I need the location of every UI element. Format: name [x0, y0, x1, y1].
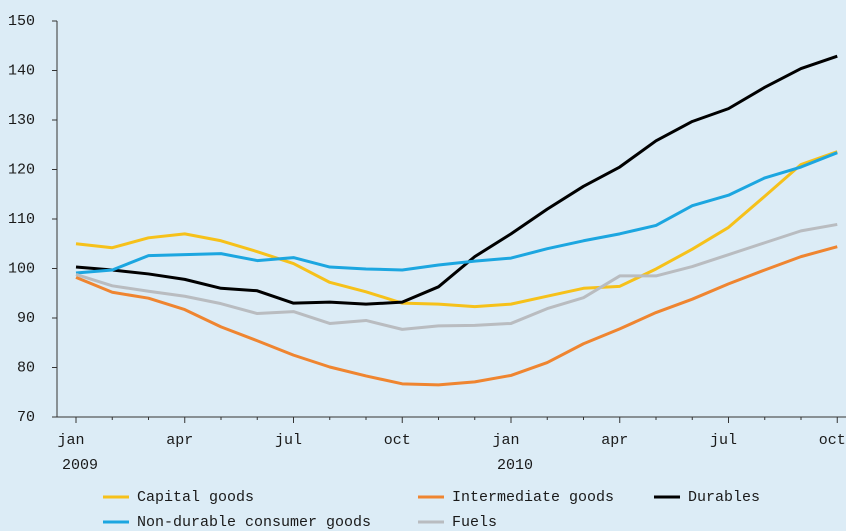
legend-label: Capital goods [137, 489, 254, 506]
y-tick-label: 140 [8, 62, 35, 79]
y-tick-label: 80 [17, 359, 35, 376]
x-tick-label: apr [601, 432, 628, 449]
y-tick-label: 100 [8, 260, 35, 277]
x-tick-label: apr [166, 432, 193, 449]
series-line [75, 222, 838, 331]
series-line [75, 151, 838, 275]
series-line [75, 54, 838, 306]
y-tick-label: 120 [8, 161, 35, 178]
legend-label: Non-durable consumer goods [137, 514, 371, 531]
y-tick-label: 70 [17, 409, 35, 426]
x-tick-label: jul [710, 432, 737, 449]
x-group-label: 2010 [497, 457, 533, 474]
y-tick-label: 90 [17, 310, 35, 327]
x-tick-label: jan [492, 432, 519, 449]
legend-label: Intermediate goods [452, 489, 614, 506]
legend-label: Durables [688, 489, 760, 506]
y-tick-label: 130 [8, 112, 35, 129]
series-line [75, 150, 838, 309]
x-group-label: 2009 [62, 457, 98, 474]
y-tick-label: 110 [8, 211, 35, 228]
x-tick-label: jan [57, 432, 84, 449]
x-tick-label: jul [275, 432, 302, 449]
legend-label: Fuels [452, 514, 497, 531]
series-line [75, 245, 838, 387]
x-tick-label: oct [819, 432, 846, 449]
x-tick-label: oct [384, 432, 411, 449]
y-tick-label: 150 [8, 13, 35, 30]
